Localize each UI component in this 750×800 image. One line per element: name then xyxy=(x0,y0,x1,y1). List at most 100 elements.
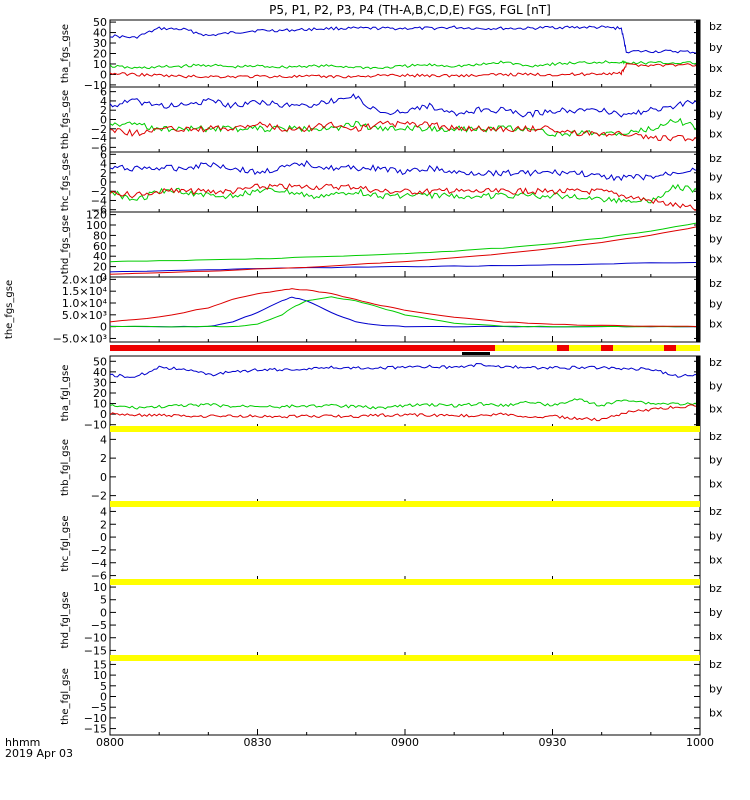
plot-title: P5, P1, P2, P3, P4 (TH-A,B,C,D,E) FGS, F… xyxy=(269,3,551,17)
legend-bz: bz xyxy=(709,582,722,595)
panel-the_fgs_gse: 2.0×10⁴1.5×10⁴1.0×10⁴5.0×10³0−5.0×10³the… xyxy=(4,273,723,345)
series-by-line xyxy=(109,398,701,410)
y-tick-label: 4 xyxy=(100,95,107,108)
legend-bx: bx xyxy=(709,318,723,331)
legend-bz: bz xyxy=(709,87,722,100)
state-bar-black xyxy=(462,352,490,355)
panel-frame xyxy=(109,504,701,583)
y-tick-label: 10 xyxy=(93,581,107,594)
state-bar-red-segment xyxy=(601,345,613,351)
y-tick-label: 20 xyxy=(93,261,107,274)
y-tick-label: −4 xyxy=(91,194,107,207)
y-tick-label: 120 xyxy=(86,209,107,222)
y-tick-label: −5.0×10³ xyxy=(53,332,107,345)
y-tick-label: 5.0×10³ xyxy=(62,309,107,322)
state-edge-strip xyxy=(696,277,700,342)
y-tick-label: 0 xyxy=(100,408,107,421)
panel-thc_fgl_gse: 420−2−4−6 thc_fgl_gse bz by bx xyxy=(60,504,723,583)
state-bar-red-segment xyxy=(664,345,676,351)
legend-by: by xyxy=(709,41,723,54)
legend-by: by xyxy=(709,606,723,619)
y-tick-label: 2 xyxy=(100,104,107,117)
y-tick-label: −5 xyxy=(91,701,107,714)
state-bar-red xyxy=(110,345,495,351)
y-tick-label: 20 xyxy=(93,387,107,400)
y-tick-label: −10 xyxy=(84,712,107,725)
y-axis-label: thd_fgs_gse xyxy=(60,215,71,274)
y-tick-label: 10 xyxy=(93,669,107,682)
legend-bx: bx xyxy=(709,630,723,643)
y-axis-label: thc_fgl_gse xyxy=(60,515,71,571)
y-tick-label: 0 xyxy=(100,176,107,189)
series-bx-line xyxy=(109,296,701,328)
y-tick-label: −6 xyxy=(91,570,107,583)
state-bar-thd xyxy=(110,579,700,585)
legend-by: by xyxy=(709,297,723,310)
legend-by: by xyxy=(709,529,723,542)
time-axis-label: hhmm xyxy=(5,736,40,749)
y-tick-label: 0 xyxy=(100,606,107,619)
state-edge-strip xyxy=(696,152,700,212)
legend-bx: bx xyxy=(709,554,723,567)
panel-frame xyxy=(109,211,701,278)
legend-bz: bz xyxy=(709,212,722,225)
series-bx-line xyxy=(109,362,701,379)
y-tick-label: 10 xyxy=(93,58,107,71)
series-bx-line xyxy=(109,93,701,118)
series-bz-line xyxy=(109,404,701,422)
y-axis-label: thb_fgl_gse xyxy=(60,439,71,496)
series-bz-line xyxy=(109,120,701,142)
y-tick-label: 0 xyxy=(100,691,107,704)
y-tick-label: 30 xyxy=(93,376,107,389)
series-bx-line xyxy=(109,261,701,273)
y-axis-label: tha_fgl_gse xyxy=(60,365,71,422)
y-tick-label: 15 xyxy=(93,658,107,671)
legend-by: by xyxy=(709,171,723,184)
panel-frame xyxy=(109,429,701,506)
y-tick-label: 20 xyxy=(93,48,107,61)
y-tick-label: −5 xyxy=(91,619,107,632)
y-tick-label: 5 xyxy=(100,680,107,693)
y-tick-label: 0 xyxy=(100,114,107,127)
time-tick-3: 0930 xyxy=(539,736,567,749)
legend-bx: bx xyxy=(709,403,723,416)
time-tick-0: 0800 xyxy=(96,736,124,749)
y-tick-label: 30 xyxy=(93,37,107,50)
legend-by: by xyxy=(709,232,723,245)
state-edge-strip xyxy=(696,87,700,152)
state-bar-thc xyxy=(110,501,700,507)
state-edge-strip xyxy=(696,212,700,277)
series-by-line xyxy=(109,117,701,137)
legend-bz: bz xyxy=(709,20,722,33)
legend-by: by xyxy=(709,682,723,695)
y-tick-label: 0 xyxy=(100,471,107,484)
y-tick-label: −10 xyxy=(84,632,107,645)
legend-bz: bz xyxy=(709,658,722,671)
time-tick-2: 0900 xyxy=(391,736,419,749)
y-tick-label: 0 xyxy=(100,321,107,334)
state-bar-thb xyxy=(110,426,700,432)
y-axis-label: thb_fgs_gse xyxy=(60,90,71,149)
y-tick-label: 2 xyxy=(100,167,107,180)
y-tick-label: 80 xyxy=(93,229,107,242)
y-tick-label: 4 xyxy=(100,433,107,446)
legend-by: by xyxy=(709,379,723,392)
time-tick-1: 0830 xyxy=(244,736,272,749)
y-tick-label: 40 xyxy=(93,27,107,40)
legend-bx: bx xyxy=(709,253,723,266)
y-tick-label: 50 xyxy=(93,355,107,368)
legend-bz: bz xyxy=(709,430,722,443)
date-label: 2019 Apr 03 xyxy=(5,747,73,760)
series-bz-line xyxy=(109,288,701,328)
y-tick-label: 0 xyxy=(100,271,107,284)
y-tick-label: 100 xyxy=(86,219,107,232)
y-tick-label: −4 xyxy=(91,132,107,145)
y-tick-label: 0 xyxy=(100,531,107,544)
series-by-line xyxy=(109,60,701,70)
y-axis-label: tha_fgs_gse xyxy=(60,24,71,83)
